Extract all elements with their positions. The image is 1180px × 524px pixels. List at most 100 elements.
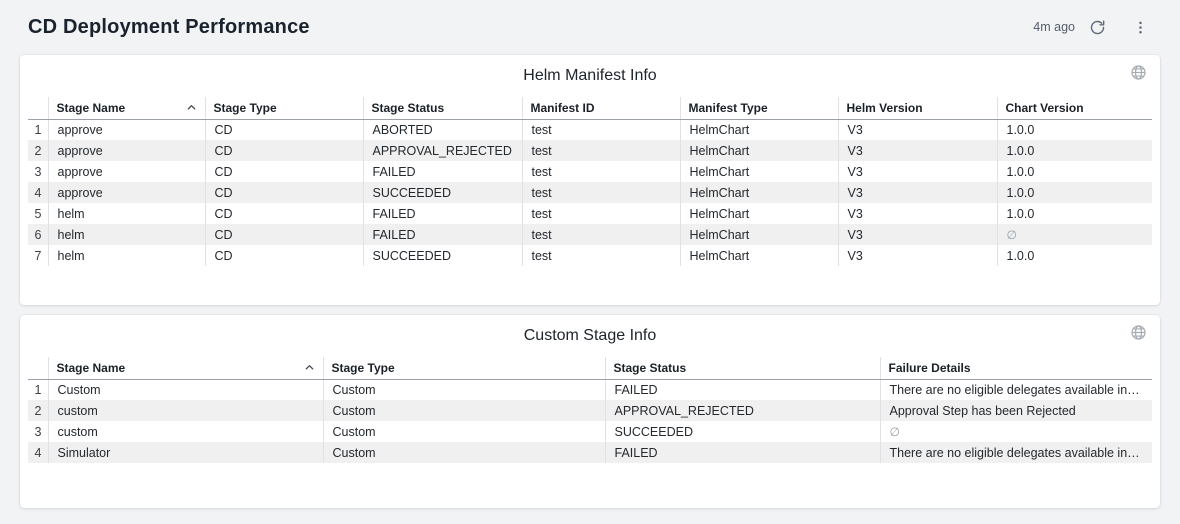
cell-stage-type: CD	[204, 140, 363, 161]
cell-manifest-id: test	[521, 161, 680, 182]
cell-manifest-type: HelmChart	[679, 203, 838, 224]
helm-manifest-info-panel: Helm Manifest Info Stage Name	[20, 55, 1160, 305]
column-header-stage-type[interactable]: Stage Type	[322, 357, 605, 380]
cell-manifest-id: test	[521, 119, 680, 140]
cell-stage-type: CD	[204, 119, 363, 140]
cell-stage-type: Custom	[322, 421, 605, 442]
column-header-manifest-type[interactable]: Manifest Type	[679, 97, 838, 120]
column-header-failure-details[interactable]: Failure Details	[879, 357, 1152, 380]
cell-stage-name: Simulator	[47, 442, 323, 463]
panel-menu-button[interactable]	[1133, 20, 1148, 35]
column-header-chart-version[interactable]: Chart Version	[996, 97, 1152, 120]
cell-manifest-type: HelmChart	[679, 140, 838, 161]
table-row: 3 custom Custom SUCCEEDED ∅	[28, 421, 1152, 442]
cell-stage-status: FAILED	[362, 161, 522, 182]
table-row: 4 approve CD SUCCEEDED test HelmChart V3…	[28, 182, 1152, 203]
sort-ascending-icon	[304, 362, 315, 373]
globe-icon[interactable]	[1130, 64, 1147, 81]
row-number: 1	[34, 382, 42, 397]
panel-title: Helm Manifest Info	[523, 67, 657, 84]
cell-stage-type: CD	[204, 182, 363, 203]
cell-stage-name: custom	[47, 400, 323, 421]
table-row: 3 approve CD FAILED test HelmChart V3 1.…	[28, 161, 1152, 182]
refresh-icon	[1089, 19, 1106, 36]
cell-manifest-id: test	[521, 203, 680, 224]
cell-manifest-id: test	[521, 182, 680, 203]
cell-stage-type: CD	[204, 203, 363, 224]
cell-helm-version: V3	[837, 161, 997, 182]
cell-stage-name: custom	[47, 421, 323, 442]
column-header-label: Stage Name	[56, 100, 126, 115]
row-number: 3	[34, 424, 42, 439]
cell-helm-version: V3	[837, 203, 997, 224]
cell-stage-status: APPROVAL_REJECTED	[604, 400, 880, 421]
refresh-button[interactable]	[1089, 19, 1106, 36]
cell-stage-name: helm	[47, 203, 205, 224]
cell-failure-details-null: ∅	[879, 421, 1152, 442]
cell-helm-version: V3	[837, 224, 997, 245]
cell-stage-type: CD	[204, 161, 363, 182]
column-header-stage-status[interactable]: Stage Status	[362, 97, 522, 120]
cell-manifest-type: HelmChart	[679, 119, 838, 140]
cell-stage-status: FAILED	[362, 224, 522, 245]
cell-chart-version: 1.0.0	[996, 161, 1152, 182]
cell-manifest-id: test	[521, 245, 680, 266]
column-header-stage-type[interactable]: Stage Type	[204, 97, 363, 120]
cell-failure-details: There are no eligible delegates availabl…	[879, 442, 1152, 463]
custom-stage-info-panel: Custom Stage Info Stage Name	[20, 315, 1160, 508]
globe-icon[interactable]	[1130, 324, 1147, 341]
cell-manifest-id: test	[521, 140, 680, 161]
cell-failure-details: There are no eligible delegates availabl…	[879, 379, 1152, 400]
cell-chart-version: 1.0.0	[996, 182, 1152, 203]
dashboard-header: CD Deployment Performance 4m ago	[0, 0, 1180, 46]
page-title: CD Deployment Performance	[28, 15, 310, 38]
cell-stage-name: approve	[47, 182, 205, 203]
cell-helm-version: V3	[837, 182, 997, 203]
cell-stage-name: approve	[47, 119, 205, 140]
cell-manifest-type: HelmChart	[679, 182, 838, 203]
cell-stage-status: FAILED	[604, 379, 880, 400]
cell-stage-status: FAILED	[362, 203, 522, 224]
cell-stage-name: helm	[47, 245, 205, 266]
last-updated-label: 4m ago	[1033, 20, 1075, 34]
table-row: 5 helm CD FAILED test HelmChart V3 1.0.0	[28, 203, 1152, 224]
header-actions: 4m ago	[1033, 19, 1148, 36]
row-number-header	[28, 97, 48, 120]
cell-stage-status: SUCCEEDED	[604, 421, 880, 442]
sort-ascending-icon	[186, 102, 197, 113]
cell-stage-status: FAILED	[604, 442, 880, 463]
cell-stage-type: CD	[204, 224, 363, 245]
table-row: 2 custom Custom APPROVAL_REJECTED Approv…	[28, 400, 1152, 421]
row-number: 7	[34, 248, 42, 263]
helm-manifest-table: Stage Name Stage Type Stage Status Manif…	[28, 97, 1152, 266]
row-number: 4	[34, 185, 42, 200]
cell-stage-type: CD	[204, 245, 363, 266]
cell-stage-status: APPROVAL_REJECTED	[362, 140, 522, 161]
column-header-helm-version[interactable]: Helm Version	[837, 97, 997, 120]
cell-chart-version-null: ∅	[996, 224, 1152, 245]
column-header-stage-status[interactable]: Stage Status	[604, 357, 880, 380]
table-row: 1 Custom Custom FAILED There are no elig…	[28, 379, 1152, 400]
table-row: 7 helm CD SUCCEEDED test HelmChart V3 1.…	[28, 245, 1152, 266]
cell-stage-type: Custom	[322, 400, 605, 421]
cell-failure-details: Approval Step has been Rejected	[879, 400, 1152, 421]
cell-chart-version: 1.0.0	[996, 119, 1152, 140]
cell-chart-version: 1.0.0	[996, 203, 1152, 224]
cell-stage-name: Custom	[47, 379, 323, 400]
row-number: 1	[34, 122, 42, 137]
row-number: 3	[34, 164, 42, 179]
column-header-stage-name[interactable]: Stage Name	[47, 357, 323, 380]
row-number: 2	[34, 143, 42, 158]
cell-manifest-type: HelmChart	[679, 245, 838, 266]
column-header-stage-name[interactable]: Stage Name	[47, 97, 205, 120]
column-header-label: Stage Name	[56, 360, 126, 375]
cell-stage-type: Custom	[322, 442, 605, 463]
cell-helm-version: V3	[837, 140, 997, 161]
column-header-manifest-id[interactable]: Manifest ID	[521, 97, 680, 120]
cell-manifest-id: test	[521, 224, 680, 245]
table-row: 1 approve CD ABORTED test HelmChart V3 1…	[28, 119, 1152, 140]
table-row: 6 helm CD FAILED test HelmChart V3 ∅	[28, 224, 1152, 245]
kebab-menu-icon	[1133, 20, 1148, 35]
cell-chart-version: 1.0.0	[996, 140, 1152, 161]
cell-stage-status: ABORTED	[362, 119, 522, 140]
